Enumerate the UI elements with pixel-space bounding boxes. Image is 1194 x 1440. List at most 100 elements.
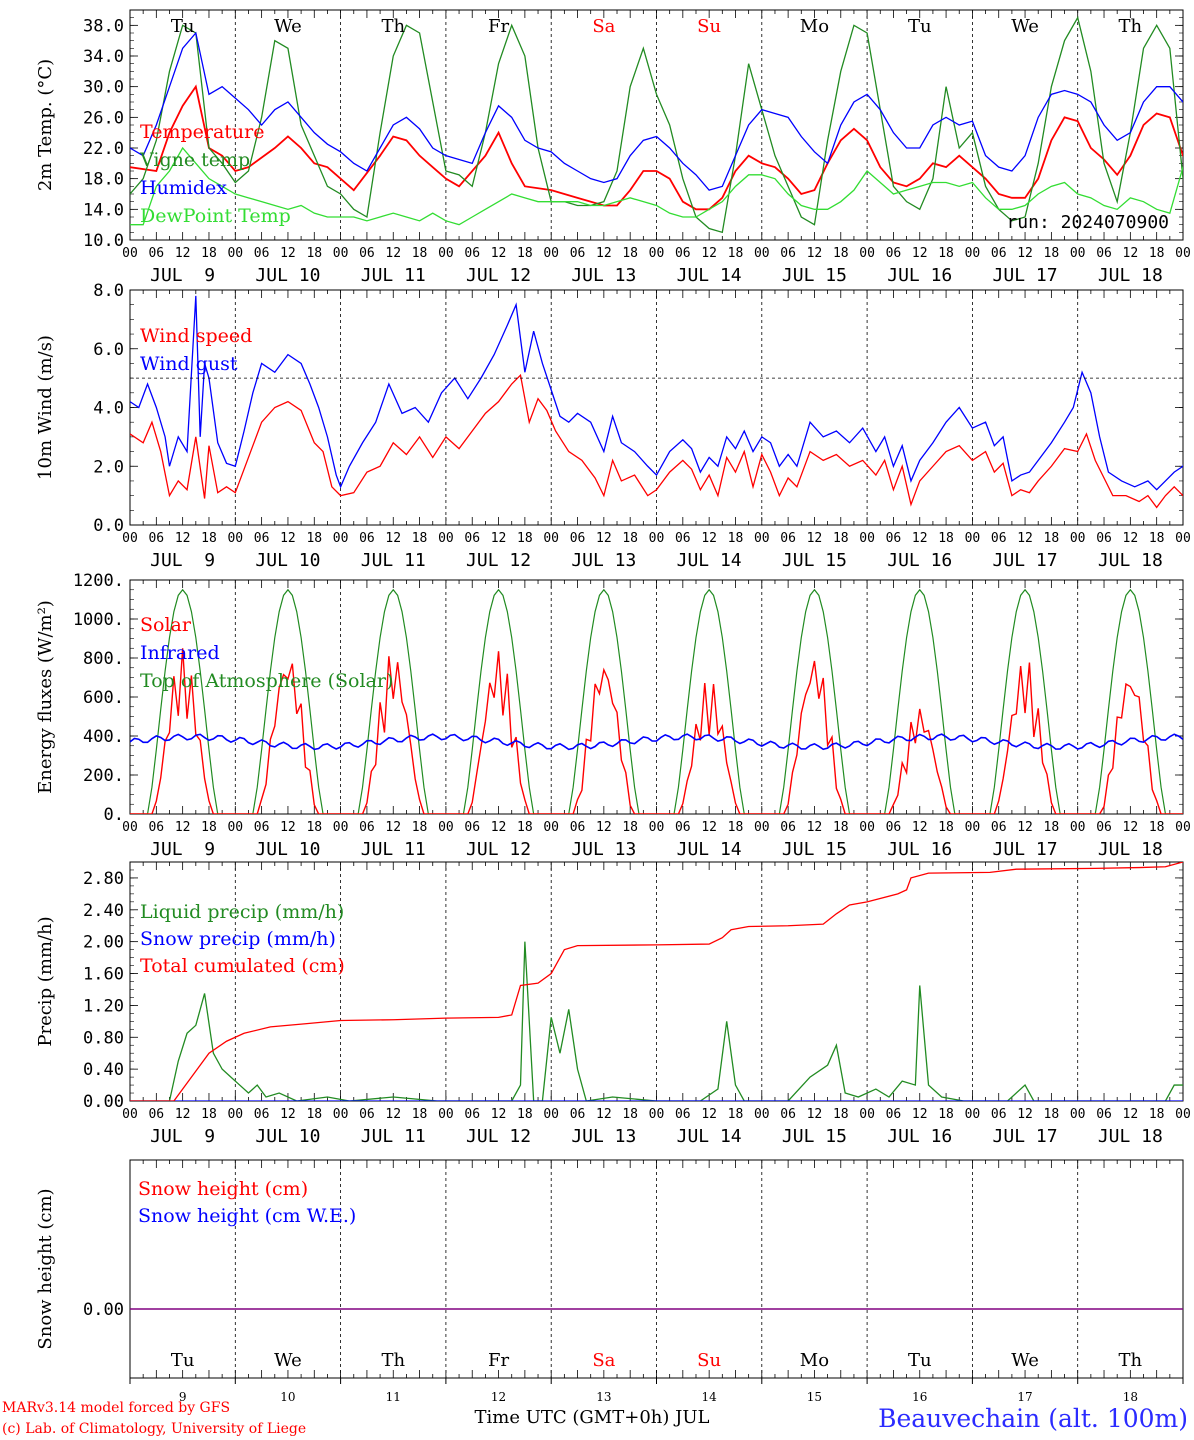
- hour-tick-label: 00: [965, 246, 981, 261]
- hour-tick-label: 12: [280, 1107, 296, 1122]
- hour-tick-label: 06: [254, 1107, 270, 1122]
- hour-tick-label: 12: [1017, 531, 1033, 546]
- weekday-label: We: [1011, 16, 1039, 37]
- hour-tick-label: 12: [491, 1107, 507, 1122]
- date-label: JUL 14: [677, 265, 742, 286]
- date-label: JUL 12: [466, 550, 531, 571]
- legend-entry: Snow height (cm): [138, 1178, 308, 1200]
- hour-tick-label: 12: [175, 820, 191, 835]
- series-line-2: [130, 862, 1183, 1101]
- hour-tick-label: 06: [780, 531, 796, 546]
- time-axis-label: Time UTC (GMT+0h) JUL: [475, 1407, 710, 1428]
- hour-tick-label: 12: [701, 1107, 717, 1122]
- hour-tick-label: 12: [596, 531, 612, 546]
- date-label: JUL 18: [1098, 1126, 1163, 1147]
- weekday-label: Th: [381, 1350, 405, 1371]
- date-label: JUL 10: [255, 265, 320, 286]
- date-label: JUL 11: [361, 839, 426, 860]
- date-label: JUL 11: [361, 1126, 426, 1147]
- hour-tick-label: 06: [1096, 531, 1112, 546]
- hour-tick-label: 00: [649, 1107, 665, 1122]
- y-tick-label: 1.60: [83, 965, 124, 985]
- hour-tick-label: 12: [701, 246, 717, 261]
- hour-tick-label: 12: [596, 820, 612, 835]
- date-label: JUL 12: [466, 265, 531, 286]
- y-tick-label: 2.80: [83, 869, 124, 889]
- y-tick-label: 0.80: [83, 1028, 124, 1048]
- hour-tick-label: 18: [517, 820, 533, 835]
- day-number-label: 9: [179, 1390, 187, 1404]
- hour-tick-label: 06: [464, 246, 480, 261]
- y-tick-label: 4.0: [93, 399, 124, 419]
- hour-tick-label: 06: [359, 1107, 375, 1122]
- hour-tick-label: 18: [728, 246, 744, 261]
- legend-entry: Humidex: [140, 177, 227, 199]
- day-number-label: 17: [1017, 1390, 1032, 1404]
- series-line-1: [130, 15, 1183, 234]
- weekday-label: Tu: [171, 1350, 195, 1371]
- panel-wind: 10m Wind (m/s) 00 06 12 18 00 06 12 18 00 06 12 18 00…: [35, 281, 1191, 571]
- hour-tick-label: 12: [175, 531, 191, 546]
- legend-entry: Total cumulated (cm): [140, 955, 345, 977]
- hour-tick-label: 06: [359, 246, 375, 261]
- day-number-label: 16: [912, 1390, 927, 1404]
- hour-tick-label: 12: [807, 246, 823, 261]
- date-label: JUL 17: [993, 839, 1058, 860]
- hour-tick-label: 12: [1123, 246, 1139, 261]
- hour-tick-label: 12: [807, 1107, 823, 1122]
- legend-entry: Snow height (cm W.E.): [138, 1205, 356, 1227]
- series-line-0: [130, 84, 1183, 211]
- y-tick-label: 10.0: [83, 231, 124, 251]
- panel-temp: 2m Temp. (°C) 00 06 12 18 00 06 12 18 00 06 12 18 00 0…: [35, 9, 1191, 286]
- date-label: JUL 16: [887, 265, 952, 286]
- weekday-label: Tu: [908, 1350, 932, 1371]
- hour-tick-label: 00: [649, 246, 665, 261]
- date-label: JUL 17: [993, 265, 1058, 286]
- y-tick-label: 0.: [104, 805, 124, 825]
- panel-precip: Precip (mm/h)00 06 12 18 00 06 12 18 00 06 12 18 00 0…: [35, 861, 1191, 1147]
- hour-tick-label: 18: [728, 531, 744, 546]
- hour-tick-label: 06: [780, 820, 796, 835]
- date-label: JUL 16: [887, 550, 952, 571]
- hour-tick-label: 18: [306, 1107, 322, 1122]
- hour-tick-label: 00: [227, 531, 243, 546]
- hour-tick-label: 12: [280, 531, 296, 546]
- y-tick-label: 400.: [83, 727, 124, 747]
- hour-tick-label: 00: [438, 1107, 454, 1122]
- date-label: JUL 18: [1098, 550, 1163, 571]
- y-tick-label: 2.0: [93, 457, 124, 477]
- hour-tick-label: 18: [938, 531, 954, 546]
- date-label: JUL 12: [466, 839, 531, 860]
- hour-tick-label: 12: [596, 246, 612, 261]
- y-tick-label: 34.0: [83, 47, 124, 67]
- hour-tick-label: 18: [622, 1107, 638, 1122]
- hour-tick-label: 00: [1175, 1107, 1191, 1122]
- hour-tick-label: 12: [596, 1107, 612, 1122]
- y-tick-label: 2.40: [83, 901, 124, 921]
- hour-tick-label: 00: [122, 246, 138, 261]
- hour-tick-label: 12: [491, 820, 507, 835]
- hour-tick-label: 18: [306, 820, 322, 835]
- date-label: JUL 12: [466, 1126, 531, 1147]
- hour-tick-label: 00: [122, 1107, 138, 1122]
- hour-tick-label: 06: [464, 531, 480, 546]
- hour-tick-label: 00: [754, 1107, 770, 1122]
- y-tick-label: 22.0: [83, 139, 124, 159]
- hour-tick-label: 12: [1123, 1107, 1139, 1122]
- credit-line-2: (c) Lab. of Climatology, University of L…: [2, 1421, 306, 1437]
- legend-entry: DewPoint Temp: [140, 205, 291, 227]
- hour-tick-label: 00: [543, 531, 559, 546]
- hour-tick-label: 12: [1017, 1107, 1033, 1122]
- hour-tick-label: 00: [333, 531, 349, 546]
- hour-tick-label: 00: [333, 246, 349, 261]
- y-axis-label: Energy fluxes (W/m²): [35, 600, 56, 794]
- hour-tick-label: 18: [833, 820, 849, 835]
- date-label: JUL 9: [150, 1126, 215, 1147]
- hour-tick-label: 18: [412, 246, 428, 261]
- day-number-label: 11: [386, 1390, 401, 1404]
- date-label: JUL 15: [782, 1126, 847, 1147]
- hour-tick-label: 12: [385, 820, 401, 835]
- weekday-label: Tu: [908, 16, 932, 37]
- hour-tick-label: 06: [570, 246, 586, 261]
